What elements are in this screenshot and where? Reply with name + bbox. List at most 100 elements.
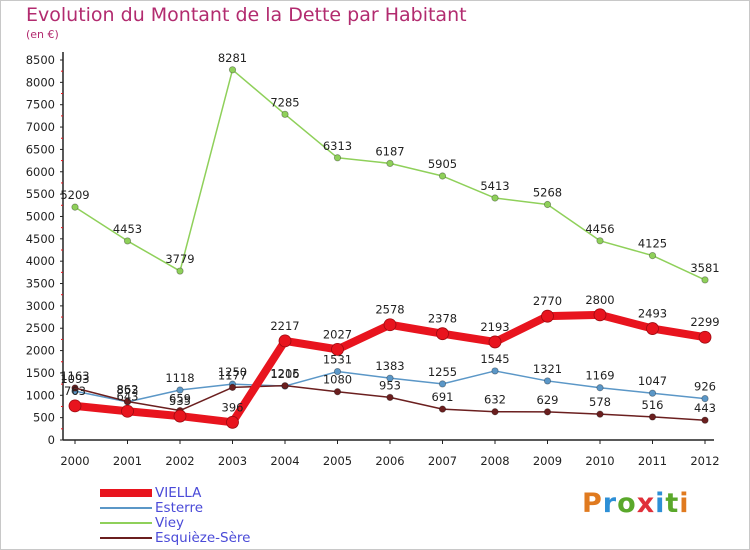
data-point-esterre	[386, 374, 394, 382]
data-label-viey: 5209	[60, 188, 89, 202]
data-point-esqui-ze-s-re	[228, 383, 237, 391]
y-tick-label: 2000	[26, 344, 55, 358]
y-tick-label: 5000	[26, 209, 55, 223]
x-tick-label: 2011	[638, 454, 667, 468]
series-line-viey	[74, 69, 706, 281]
data-label-esqui-ze-s-re: 1177	[218, 368, 247, 382]
y-tick-label: 4000	[26, 254, 55, 268]
y-tick-label: 5500	[26, 187, 55, 201]
data-label-esterre: 1206	[270, 367, 299, 381]
y-tick-label: 7500	[26, 98, 55, 112]
y-tick-label: 8000	[26, 75, 55, 89]
data-label-viella: 535	[169, 394, 191, 408]
data-label-viella: 2217	[270, 319, 299, 333]
y-tick-label: 1500	[26, 366, 55, 380]
data-label-esqui-ze-s-re: 953	[379, 378, 401, 392]
data-label-viey: 5905	[428, 157, 457, 171]
data-label-viey: 6313	[323, 139, 352, 153]
data-point-esqui-ze-s-re	[281, 382, 289, 390]
data-point-viey	[491, 194, 499, 202]
data-label-esterre: 1321	[533, 362, 562, 376]
data-point-viey	[333, 154, 342, 162]
data-label-esqui-ze-s-re: 1215	[270, 367, 299, 381]
legend-label-esterre: Esterre	[155, 500, 204, 516]
x-tick-label: 2002	[165, 454, 194, 468]
data-point-esqui-ze-s-re	[386, 393, 394, 401]
data-label-esqui-ze-s-re: 691	[432, 390, 454, 404]
data-label-esqui-ze-s-re: 578	[589, 395, 611, 409]
data-point-esqui-ze-s-re	[333, 388, 342, 396]
x-tick-label: 2010	[585, 454, 614, 468]
data-point-viey	[71, 203, 79, 211]
y-tick-label: 3000	[26, 299, 55, 313]
data-point-esqui-ze-s-re	[438, 405, 447, 413]
data-point-viella	[331, 342, 344, 356]
data-point-esterre	[438, 380, 447, 388]
data-point-viella	[121, 404, 134, 418]
data-point-esterre	[648, 389, 657, 397]
data-label-esqui-ze-s-re: 1163	[60, 369, 89, 383]
data-point-viey	[228, 66, 237, 74]
data-label-viey: 8281	[218, 51, 247, 65]
data-label-esqui-ze-s-re: 443	[694, 401, 716, 415]
data-label-viella: 763	[64, 384, 86, 398]
data-label-esqui-ze-s-re: 1080	[323, 373, 352, 387]
y-tick-label: 3500	[26, 277, 55, 291]
data-label-viey: 5268	[533, 185, 562, 199]
legend-label-viey: Viey	[155, 515, 184, 531]
x-tick-label: 2004	[270, 454, 299, 468]
data-label-viey: 4456	[585, 222, 614, 236]
data-point-viella	[68, 399, 82, 413]
data-point-viella	[226, 415, 239, 429]
data-label-esqui-ze-s-re: 659	[169, 392, 191, 406]
data-point-esqui-ze-s-re	[543, 408, 552, 416]
chart-unit-subtitle: (en €)	[26, 28, 59, 41]
data-point-viella	[383, 318, 397, 332]
data-label-viella: 2578	[375, 303, 404, 317]
x-tick-label: 2001	[113, 454, 142, 468]
data-point-viey	[543, 200, 552, 209]
data-label-esqui-ze-s-re: 629	[537, 393, 559, 407]
y-tick-label: 500	[33, 411, 55, 425]
y-tick-label: 2500	[26, 321, 55, 335]
data-point-viella	[698, 330, 712, 344]
data-point-viella	[593, 308, 607, 322]
data-point-viey	[281, 110, 289, 118]
proxiti-logo: Proxiti	[582, 488, 690, 519]
data-label-esterre: 1169	[585, 369, 614, 383]
data-point-viella	[488, 335, 502, 349]
data-point-viey	[123, 237, 132, 245]
x-tick-label: 2005	[323, 454, 352, 468]
data-label-esterre: 853	[117, 383, 139, 397]
y-tick-label: 6000	[26, 165, 55, 179]
data-point-viella	[541, 309, 554, 323]
data-label-esterre: 1118	[165, 371, 194, 385]
data-label-viella: 643	[117, 389, 139, 403]
data-label-viella: 2299	[690, 315, 719, 329]
legend-swatch-viey	[100, 522, 152, 524]
data-label-viella: 2493	[638, 307, 667, 321]
data-point-esterre	[491, 367, 499, 375]
data-point-esqui-ze-s-re	[123, 397, 132, 406]
x-tick-label: 2008	[480, 454, 509, 468]
data-label-viey: 3581	[690, 261, 719, 275]
data-label-viey: 3779	[165, 252, 194, 266]
data-label-esterre: 1047	[638, 374, 667, 388]
chart-title: Evolution du Montant de la Dette par Hab…	[26, 4, 467, 26]
x-tick-label: 2006	[375, 454, 404, 468]
data-label-viey: 5413	[480, 179, 509, 193]
data-label-esterre: 1093	[60, 372, 89, 386]
legend-label-esqui-ze-s-re: Esquièze-Sère	[155, 530, 251, 546]
y-tick-label: 1000	[26, 388, 55, 402]
data-label-viella: 2770	[533, 294, 562, 308]
data-label-viella: 2193	[480, 320, 509, 334]
data-label-viey: 4125	[638, 237, 667, 251]
legend-label-viella: VIELLA	[155, 485, 202, 501]
data-label-esterre: 926	[694, 380, 716, 394]
data-label-esterre: 1250	[218, 365, 247, 379]
x-tick-label: 2000	[60, 454, 89, 468]
data-label-esqui-ze-s-re: 862	[117, 382, 139, 396]
x-tick-label: 2012	[690, 454, 719, 468]
data-point-viella	[436, 327, 449, 341]
